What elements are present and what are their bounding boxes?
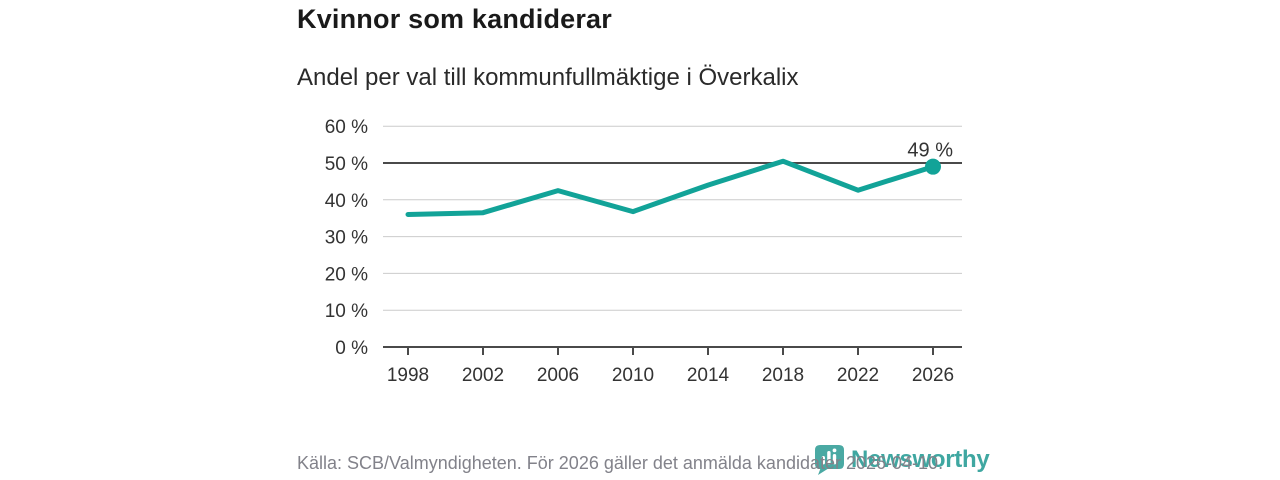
- end-value-label: 49 %: [907, 140, 953, 162]
- x-tick-label: 1998: [387, 365, 429, 386]
- source-note: Källa: SCB/Valmyndigheten. För 2026 gäll…: [297, 453, 944, 473]
- data-point-2026: [925, 158, 941, 175]
- newsworthy-icon: [813, 443, 846, 476]
- y-tick-label: 60 %: [325, 117, 368, 138]
- line-chart-canvas: 0 % 10 % 20 % 30 % 40 % 50 % 60 % 1998 2002 2006 2…: [325, 117, 962, 386]
- chart-subtitle: Andel per val till kommunfullmäktige i Ö…: [297, 64, 799, 91]
- x-tick-label: 2026: [912, 365, 954, 386]
- x-tick-label: 2018: [762, 365, 804, 386]
- x-tick-label: 2022: [837, 365, 879, 386]
- y-tick-label: 40 %: [325, 191, 368, 212]
- y-tick-label: 10 %: [325, 301, 368, 322]
- x-tick-label: 2014: [687, 365, 730, 386]
- x-tick-label: 2002: [462, 365, 504, 386]
- x-tick-label: 2010: [612, 365, 654, 386]
- y-tick-label: 50 %: [325, 154, 368, 175]
- newsworthy-logo: Newsworthy: [813, 443, 990, 476]
- y-tick-label: 30 %: [325, 228, 368, 249]
- y-tick-label: 0 %: [335, 338, 368, 359]
- data-line-women-candidates: [405, 158, 936, 217]
- newsworthy-wordmark: Newsworthy: [851, 445, 990, 473]
- chart-title: Kvinnor som kandiderar: [297, 4, 612, 34]
- y-tick-label: 20 %: [325, 264, 368, 285]
- x-tick-label: 2006: [537, 365, 579, 386]
